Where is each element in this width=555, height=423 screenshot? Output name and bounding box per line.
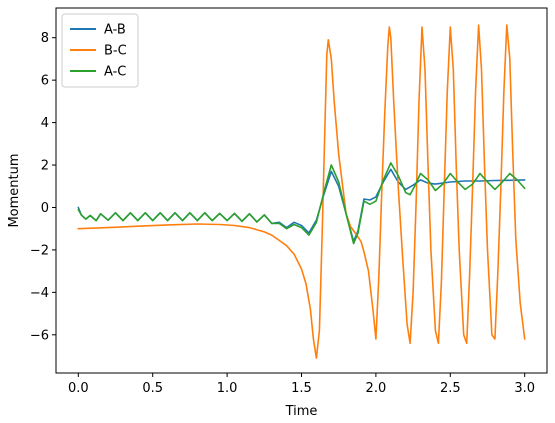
legend-label: A-B xyxy=(104,23,126,38)
y-tick-label: 0 xyxy=(41,201,49,216)
plot-lines xyxy=(77,24,526,359)
legend-label: B-C xyxy=(104,44,127,59)
series-line-a-c xyxy=(77,162,526,245)
x-tick-label: 0.5 xyxy=(142,381,163,396)
y-tick-label: 6 xyxy=(41,74,49,89)
y-axis-label: Momentum xyxy=(7,153,22,227)
y-tick-label: −6 xyxy=(30,328,49,343)
x-tick-label: 1.0 xyxy=(217,381,238,396)
x-axis-label: Time xyxy=(285,404,318,419)
y-axis-ticks: −6 −4 −2 0 2 4 6 8 xyxy=(30,31,56,343)
y-tick-label: 4 xyxy=(41,116,49,131)
x-tick-label: 2.5 xyxy=(440,381,461,396)
x-axis-ticks: 0.0 0.5 1.0 1.5 2.0 2.5 3.0 xyxy=(68,373,535,396)
y-tick-label: 2 xyxy=(41,159,49,174)
y-tick-label: −4 xyxy=(30,286,49,301)
x-tick-label: 1.5 xyxy=(291,381,312,396)
legend: A-B B-C A-C xyxy=(61,13,139,88)
x-tick-label: 3.0 xyxy=(514,381,535,396)
legend-box xyxy=(61,13,139,88)
y-tick-label: −2 xyxy=(30,243,49,258)
series-line-b-c xyxy=(77,24,526,359)
legend-label: A-C xyxy=(104,65,126,80)
y-tick-label: 8 xyxy=(41,31,49,46)
x-tick-label: 2.0 xyxy=(366,381,387,396)
x-tick-label: 0.0 xyxy=(68,381,89,396)
